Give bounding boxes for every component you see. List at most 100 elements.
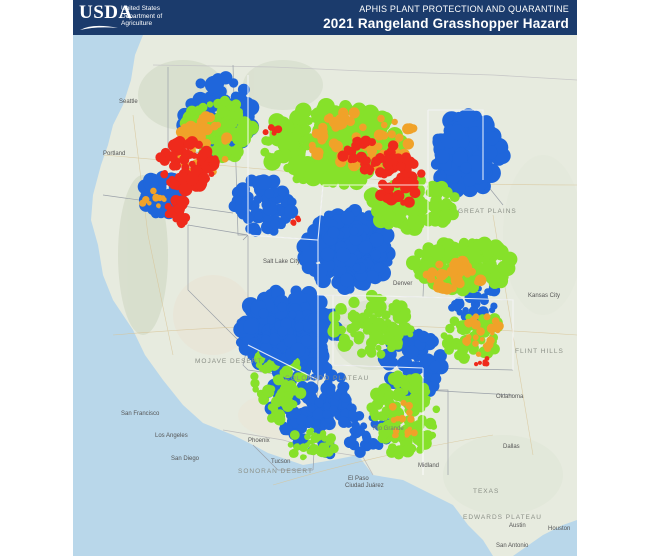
hazard-high [474, 278, 481, 286]
hazard-moderate [393, 380, 401, 389]
hazard-moderate [429, 215, 441, 227]
hazard-moderate [349, 175, 365, 191]
hazard-severe [385, 158, 394, 167]
hazard-low [260, 342, 272, 354]
hazard-moderate [335, 166, 353, 183]
hazard-high [410, 429, 418, 437]
label-portland: Portland [103, 151, 125, 157]
hazard-low [294, 322, 304, 332]
hazard-moderate [454, 243, 468, 256]
label-sonoran-desert: SONORAN DESERT [238, 468, 313, 475]
hazard-moderate [477, 236, 492, 252]
hazard-moderate [250, 378, 260, 388]
hazard-low [388, 357, 399, 367]
hazard-moderate [490, 241, 505, 256]
hazard-severe [181, 163, 190, 172]
hazard-high [374, 142, 383, 151]
hazard-high [348, 107, 360, 119]
agency-name: APHIS PLANT PROTECTION AND QUARANTINE [359, 4, 569, 14]
hazard-low [284, 204, 299, 219]
hazard-severe [177, 219, 186, 229]
label-san-antonio: San Antonio [496, 543, 529, 549]
hazard-low [253, 194, 263, 204]
hazard-moderate [316, 103, 326, 113]
label-midland: Midland [418, 463, 439, 469]
hazard-high [391, 118, 398, 126]
hazard-high [392, 432, 398, 439]
hazard-moderate [394, 445, 405, 456]
hazard-moderate [414, 248, 424, 259]
hazard-low [249, 337, 259, 348]
hazard-low [369, 232, 384, 248]
logo-line-3: Agriculture [121, 20, 153, 27]
hazard-moderate [295, 102, 312, 120]
hazard-high [377, 114, 385, 123]
hazard-high [380, 121, 388, 129]
hazard-high [185, 120, 197, 133]
hazard-low [373, 262, 384, 273]
hazard-low [356, 427, 365, 436]
hazard-high [475, 351, 482, 357]
hazard-low [298, 238, 310, 250]
hazard-moderate [294, 387, 307, 399]
hazard-moderate [363, 188, 379, 204]
hazard-moderate [376, 411, 387, 421]
hazard-low [426, 381, 437, 392]
hazard-low [453, 304, 462, 313]
hazard-high [457, 264, 469, 276]
hazard-low [277, 326, 288, 337]
hazard-moderate [302, 140, 312, 151]
map-labels: GREAT PLAINS EDWARDS PLATEAU SONORAN DES… [103, 99, 570, 549]
hazard-moderate [261, 136, 271, 146]
hazard-low [340, 210, 355, 225]
hazard-moderate [445, 323, 455, 334]
hazard-low [155, 207, 167, 219]
hazard-low [245, 223, 256, 234]
hazard-moderate [328, 311, 341, 324]
hazard-high [494, 321, 504, 331]
hazard-low [312, 408, 324, 420]
hazard-low [143, 175, 159, 191]
hazard-severe [155, 152, 166, 163]
hazard-moderate [350, 330, 358, 338]
hazard-low [464, 292, 476, 303]
hazard-moderate [408, 373, 423, 387]
hazard-high [426, 275, 435, 284]
hazard-high [373, 129, 385, 141]
hazard-moderate [383, 209, 395, 222]
hazard-severe [477, 360, 482, 365]
hazard-moderate [287, 441, 294, 448]
hazard-low [311, 263, 328, 280]
hazard-moderate [237, 123, 252, 137]
hazard-high [464, 319, 473, 327]
hazard-moderate [304, 443, 309, 448]
hazard-low [302, 246, 319, 263]
hazard-low [335, 372, 346, 383]
hazard-moderate [337, 339, 351, 352]
hazard-moderate [378, 427, 390, 439]
hazard-low [195, 78, 206, 89]
hazard-high [435, 269, 448, 281]
hazard-moderate [500, 267, 509, 276]
hazard-severe [404, 156, 416, 168]
hazard-low [325, 374, 334, 382]
hazard-moderate [375, 293, 384, 302]
hazard-low [329, 405, 338, 413]
label-san-diego: San Diego [171, 456, 200, 462]
hazard-low [462, 307, 469, 314]
hazard-moderate [429, 182, 443, 197]
hazard-moderate [483, 262, 495, 274]
hazard-severe [409, 187, 421, 199]
hazard-low [456, 109, 475, 128]
hazard-moderate [278, 396, 290, 408]
hazard-moderate [265, 388, 275, 398]
hazard-low [261, 334, 271, 344]
hazard-severe [359, 164, 370, 175]
hazard-low [281, 423, 293, 436]
hazard-low [374, 440, 384, 450]
label-flint-hills: FLINT HILLS [515, 348, 564, 355]
label-great-plains: GREAT PLAINS [458, 208, 517, 215]
hazard-severe [347, 157, 354, 164]
hazard-high [308, 141, 316, 149]
hazard-moderate [423, 419, 430, 427]
